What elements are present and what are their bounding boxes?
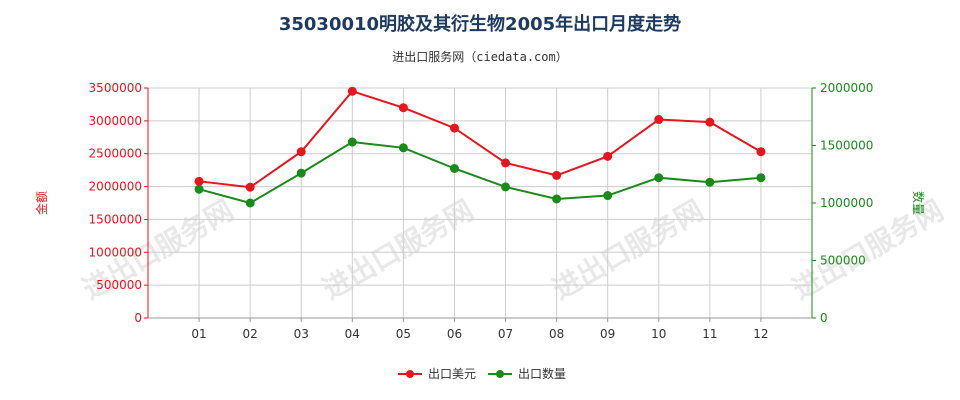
left-tick-label: 3000000 <box>89 114 142 128</box>
x-tick-label: 08 <box>549 327 564 341</box>
data-point <box>398 103 408 113</box>
right-tick-label: 500000 <box>820 254 866 268</box>
series-layer <box>194 86 766 208</box>
data-point <box>398 143 408 153</box>
right-tick-label: 1000000 <box>820 196 873 210</box>
data-point <box>552 194 562 204</box>
right-axis-ticks: 0 500000 1000000 1500000 2000000 <box>812 81 873 325</box>
x-tick-label: 12 <box>753 327 768 341</box>
x-tick-label: 04 <box>345 327 360 341</box>
legend-label: 出口美元 <box>428 367 476 381</box>
x-tick-label: 11 <box>702 327 717 341</box>
left-tick-label: 0 <box>134 311 142 325</box>
data-point <box>756 173 766 183</box>
left-tick-label: 2000000 <box>89 180 142 194</box>
data-point <box>756 147 766 157</box>
left-tick-label: 1000000 <box>89 245 142 259</box>
data-point <box>296 168 306 178</box>
data-point <box>449 123 459 133</box>
left-tick-label: 500000 <box>96 278 142 292</box>
legend-label: 出口数量 <box>518 366 566 381</box>
data-point <box>501 158 511 168</box>
x-tick-label: 07 <box>498 327 513 341</box>
data-point <box>245 198 255 208</box>
data-point <box>245 182 255 192</box>
data-point <box>194 184 204 194</box>
data-point <box>501 182 511 192</box>
data-point <box>705 177 715 187</box>
data-point <box>347 86 357 96</box>
legend-item-amount[interactable]: 出口美元 <box>398 367 476 381</box>
legend-swatch-marker <box>406 370 414 378</box>
data-point <box>603 151 613 161</box>
data-point <box>705 117 715 127</box>
legend-item-quantity[interactable]: 出口数量 <box>488 366 566 381</box>
left-axis-title: 金额 <box>34 191 49 215</box>
x-tick-label: 01 <box>191 327 206 341</box>
chart-title: 35030010明胶及其衍生物2005年出口月度走势 <box>278 14 682 35</box>
chart-subtitle: 进出口服务网（ciedata.com） <box>392 50 568 64</box>
x-tick-label: 10 <box>651 327 666 341</box>
data-point <box>654 115 664 125</box>
data-point <box>194 176 204 186</box>
x-tick-label: 06 <box>447 327 462 341</box>
series-line-quantity <box>198 141 762 205</box>
x-tick-label: 09 <box>600 327 615 341</box>
x-tick-label: 03 <box>294 327 309 341</box>
data-point <box>296 147 306 157</box>
left-tick-label: 3500000 <box>89 81 142 95</box>
data-point <box>654 173 664 183</box>
data-point <box>449 164 459 173</box>
x-tick-label: 02 <box>243 327 258 341</box>
x-tick-label: 05 <box>396 327 411 341</box>
right-tick-label: 2000000 <box>820 81 873 95</box>
watermark-text: 进出口服务网 <box>547 193 709 306</box>
left-axis-ticks: 0 500000 1000000 1500000 2000000 2500000 30000… <box>89 81 148 325</box>
legend[interactable]: 出口美元 出口数量 <box>398 366 566 381</box>
data-point <box>603 191 613 201</box>
series-line-amount <box>198 90 762 189</box>
x-axis-ticks: 01 02 03 04 05 06 07 08 09 10 11 12 <box>191 318 769 341</box>
right-tick-label: 0 <box>820 311 828 325</box>
left-tick-label: 2500000 <box>89 147 142 161</box>
watermark-layer: 进出口服务网 进出口服务网 进出口服务网 进出口服务网 <box>77 193 949 306</box>
data-point <box>552 170 562 180</box>
data-point <box>347 137 357 147</box>
right-tick-label: 1500000 <box>820 139 873 153</box>
legend-swatch-marker <box>496 370 504 378</box>
left-tick-label: 1500000 <box>89 212 142 226</box>
right-axis-title: 数量 <box>911 191 926 215</box>
